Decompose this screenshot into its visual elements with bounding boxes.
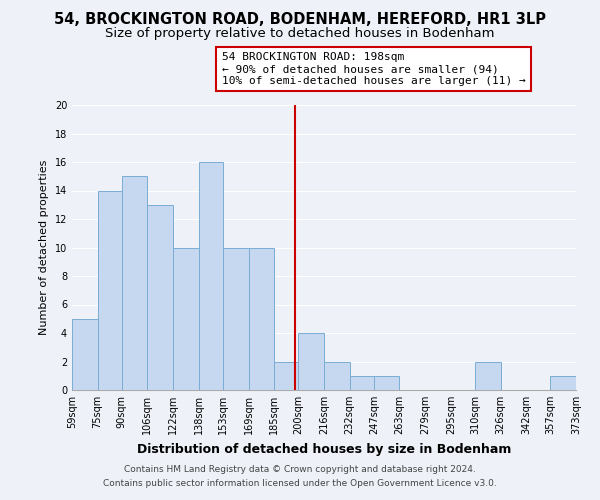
Bar [223, 248, 248, 390]
Bar [122, 176, 148, 390]
Bar [199, 162, 223, 390]
Bar [324, 362, 350, 390]
Bar [550, 376, 576, 390]
Bar [298, 333, 324, 390]
Bar [475, 362, 500, 390]
X-axis label: Distribution of detached houses by size in Bodenham: Distribution of detached houses by size … [137, 442, 511, 456]
Text: Size of property relative to detached houses in Bodenham: Size of property relative to detached ho… [105, 28, 495, 40]
Text: 54 BROCKINGTON ROAD: 198sqm
← 90% of detached houses are smaller (94)
10% of sem: 54 BROCKINGTON ROAD: 198sqm ← 90% of det… [222, 52, 526, 86]
Bar [148, 205, 173, 390]
Text: Contains HM Land Registry data © Crown copyright and database right 2024.
Contai: Contains HM Land Registry data © Crown c… [103, 466, 497, 487]
Bar [173, 248, 199, 390]
Y-axis label: Number of detached properties: Number of detached properties [39, 160, 49, 335]
Bar [72, 319, 98, 390]
Bar [248, 248, 274, 390]
Bar [374, 376, 400, 390]
Text: 54, BROCKINGTON ROAD, BODENHAM, HEREFORD, HR1 3LP: 54, BROCKINGTON ROAD, BODENHAM, HEREFORD… [54, 12, 546, 28]
Bar [350, 376, 374, 390]
Bar [274, 362, 298, 390]
Bar [98, 190, 122, 390]
